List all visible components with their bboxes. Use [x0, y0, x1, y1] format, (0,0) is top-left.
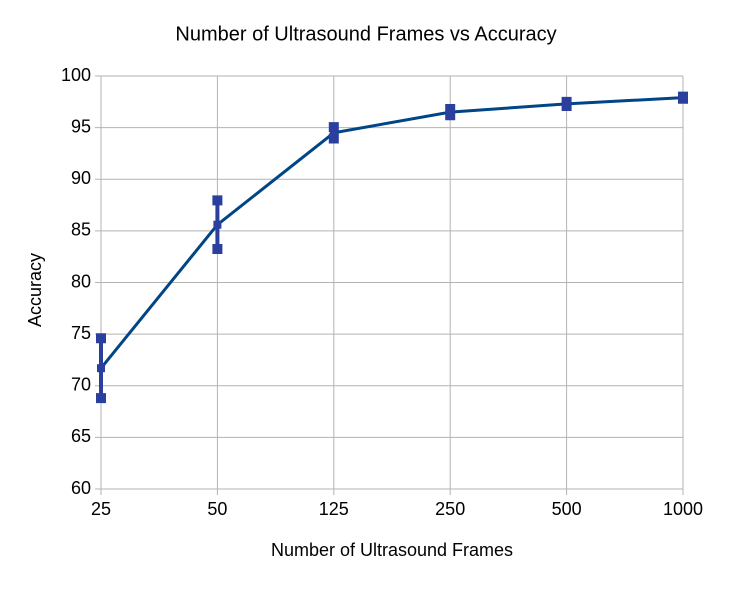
marker — [97, 364, 105, 373]
x-tick-label: 500 — [552, 499, 582, 519]
marker — [679, 93, 687, 102]
x-tick-label: 250 — [435, 499, 465, 519]
y-tick-label: 65 — [71, 426, 91, 446]
marker — [446, 108, 455, 117]
y-tick-label: 70 — [71, 375, 91, 395]
error-bar — [212, 195, 223, 254]
x-tick-label: 25 — [91, 499, 111, 519]
marker — [213, 220, 222, 229]
y-tick-label: 100 — [61, 65, 91, 85]
y-tick-label: 60 — [71, 478, 91, 498]
y-tick-label: 90 — [71, 168, 91, 188]
y-tick-label: 75 — [71, 323, 91, 343]
x-tick-label: 125 — [319, 499, 349, 519]
y-tick-label: 80 — [71, 271, 91, 291]
y-tick-label: 85 — [71, 220, 91, 240]
marker — [562, 99, 571, 108]
line — [99, 96, 684, 370]
x-tick-label: 1000 — [663, 499, 703, 519]
marker — [329, 128, 338, 137]
y-tick-label: 95 — [71, 116, 91, 136]
x-tick-label: 50 — [207, 499, 227, 519]
y-axis-title: Accuracy — [25, 253, 45, 327]
chart-title: Number of Ultrasound Frames vs Accuracy — [175, 23, 556, 45]
x-axis-title: Number of Ultrasound Frames — [271, 540, 513, 560]
